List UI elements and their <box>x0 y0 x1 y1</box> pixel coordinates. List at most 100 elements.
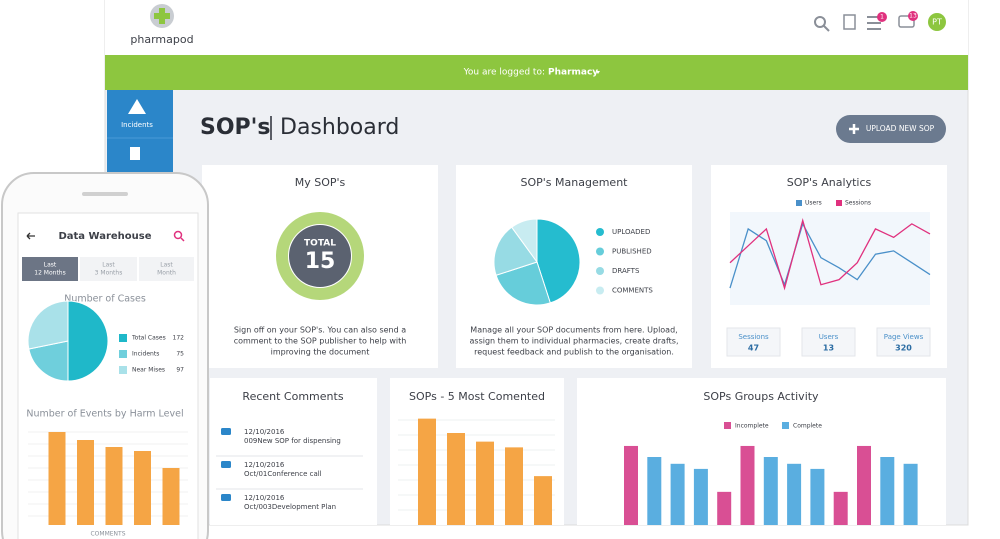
comment-date: 12/10/2016 <box>244 494 285 502</box>
bar <box>693 468 708 525</box>
legend-dot <box>596 247 604 256</box>
stat-value: 320 <box>895 344 912 353</box>
legend-dot <box>596 286 604 295</box>
legend-swatch <box>119 350 127 358</box>
comment-date: 12/10/2016 <box>244 428 285 436</box>
plot-area <box>730 212 930 305</box>
upload-label: UPLOAD NEW SOP <box>866 124 935 133</box>
banner-dropdown[interactable] <box>596 71 600 74</box>
legend-label: Users <box>805 200 822 207</box>
total-ring <box>276 212 364 300</box>
card-title: SOPs Groups Activity <box>703 390 819 403</box>
avatar-initials: PT <box>932 18 942 27</box>
pie-slice <box>536 218 581 304</box>
page-subtitle: Dashboard <box>280 115 399 140</box>
legend-swatch <box>119 334 127 342</box>
legend-label: Total Cases <box>131 335 166 342</box>
upload-plus <box>849 124 859 134</box>
tab[interactable] <box>139 257 194 281</box>
bar <box>740 445 755 525</box>
logo-cross <box>154 8 170 24</box>
bar <box>647 457 662 525</box>
phone: Data Warehouse Number of Cases Number of… <box>1 172 209 539</box>
comment-text: Oct/003Development Plan <box>244 503 336 511</box>
pie-slice <box>493 226 538 276</box>
card-description: request feedback and publish to the orga… <box>474 348 674 357</box>
card-description: Sign off on your SOP's. You can also sen… <box>234 326 406 335</box>
legend-swatch <box>724 422 731 429</box>
comment-icon <box>221 428 231 435</box>
tab-selected[interactable] <box>22 257 78 281</box>
banner <box>105 55 968 90</box>
card-description: comment to the SOP publisher to help wit… <box>234 337 407 346</box>
bar <box>903 463 918 525</box>
card <box>210 378 377 525</box>
legend-label: Incidents <box>132 351 159 358</box>
total-disc <box>289 225 351 287</box>
phone-search-handle <box>180 237 185 242</box>
legend-label: Sessions <box>845 200 871 207</box>
legend-label: PUBLISHED <box>612 248 652 256</box>
bar <box>447 433 465 525</box>
comment-date: 12/10/2016 <box>244 461 285 469</box>
document-icon[interactable] <box>843 14 856 30</box>
avatar[interactable] <box>928 13 946 31</box>
tab-label[interactable]: 3 Months <box>95 270 123 277</box>
bar <box>48 432 66 525</box>
legend-value: 75 <box>176 351 184 358</box>
page-title: SOP's <box>200 115 271 140</box>
bar <box>77 440 94 525</box>
search-icon[interactable] <box>814 16 826 28</box>
incidents-icon[interactable] <box>128 99 146 114</box>
documents-icon[interactable] <box>130 147 140 160</box>
desktop-app: pharmapod 1 13 PT You are logged to: Pha… <box>104 0 969 526</box>
stat-value: 13 <box>823 344 834 353</box>
legend-label: DRAFTS <box>612 267 640 275</box>
total-value: 15 <box>305 249 336 274</box>
stat-label: Sessions <box>738 333 769 341</box>
stat-label: Page Views <box>884 333 924 341</box>
pie-slice <box>495 261 551 306</box>
bar <box>476 441 494 525</box>
line-series <box>729 222 931 289</box>
section-title: Number of Cases <box>64 294 146 305</box>
tab-label[interactable]: Last <box>160 262 173 269</box>
tab[interactable] <box>80 257 137 281</box>
card-description: assign them to individual pharmacies, cr… <box>470 337 679 346</box>
bar <box>810 468 825 525</box>
phone-speaker <box>82 192 128 196</box>
phone-footer: COMMENTS <box>90 531 125 538</box>
bar <box>134 451 151 525</box>
card-title: My SOP's <box>295 176 346 189</box>
card-title: Recent Comments <box>242 390 343 403</box>
tab-label[interactable]: 12 Months <box>34 270 65 277</box>
legend-swatch <box>119 366 127 374</box>
legend-dot <box>596 228 604 236</box>
tab-label[interactable]: Last <box>44 262 57 269</box>
messages-icon[interactable] <box>898 15 915 28</box>
legend-swatch <box>836 200 842 206</box>
bar <box>857 445 871 525</box>
pie-slice <box>511 218 538 264</box>
tasks-badge-count: 1 <box>880 14 884 21</box>
stat-label: Users <box>819 333 839 341</box>
phone-search[interactable] <box>173 230 183 240</box>
tab-label[interactable]: Month <box>157 270 176 277</box>
tab-label[interactable]: Last <box>102 262 115 269</box>
stat-box <box>801 327 856 357</box>
bar <box>763 457 778 525</box>
legend-label: UPLOADED <box>612 228 650 236</box>
upload-button[interactable] <box>836 115 946 143</box>
top-header <box>105 0 968 55</box>
bar <box>162 468 180 525</box>
banner-pharmacy[interactable]: Pharmacy <box>548 68 598 78</box>
bar <box>624 445 638 525</box>
legend-label: Near Mises <box>132 367 165 374</box>
legend-label: COMMENTS <box>612 287 653 295</box>
search-handle <box>823 25 830 32</box>
banner-prefix: You are logged to: <box>463 68 545 78</box>
bar <box>833 491 848 525</box>
sidebar-item[interactable]: Incidents <box>121 121 153 129</box>
section-title: Number of Events by Harm Level <box>26 409 183 420</box>
back-arrow[interactable] <box>26 232 35 240</box>
